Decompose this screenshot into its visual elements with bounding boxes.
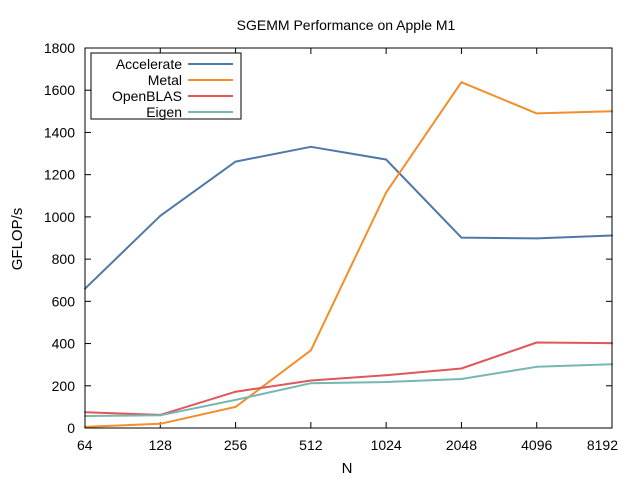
- legend-label-eigen: Eigen: [146, 104, 182, 120]
- legend-label-openblas: OpenBLAS: [112, 88, 182, 104]
- legend-label-accelerate: Accelerate: [116, 56, 182, 72]
- x-tick-label: 64: [77, 437, 93, 453]
- data-point-accelerate: [385, 158, 388, 161]
- data-point-accelerate: [234, 160, 237, 163]
- y-tick-label: 600: [52, 293, 76, 309]
- plot-frame: [84, 47, 613, 429]
- chart-title: SGEMM Performance on Apple M1: [237, 17, 456, 33]
- data-point-accelerate: [309, 145, 312, 148]
- data-point-metal: [385, 191, 388, 194]
- data-point-eigen: [309, 382, 312, 385]
- data-point-metal: [309, 349, 312, 352]
- data-point-eigen: [535, 365, 538, 368]
- data-point-eigen: [385, 380, 388, 383]
- y-tick-label: 1200: [44, 167, 75, 183]
- x-tick-label: 8192: [587, 437, 618, 453]
- data-point-eigen: [234, 398, 237, 401]
- y-tick-label: 400: [52, 336, 76, 352]
- data-point-metal: [535, 112, 538, 115]
- data-point-accelerate: [159, 214, 162, 217]
- plot-lines: [84, 81, 613, 428]
- y-tick-label: 1800: [44, 40, 75, 56]
- series-line-eigen: [84, 363, 613, 417]
- data-point-openblas: [535, 341, 538, 344]
- x-tick-label: 2048: [446, 437, 477, 453]
- data-point-openblas: [385, 374, 388, 377]
- data-point-eigen: [460, 378, 463, 381]
- data-point-openblas: [460, 367, 463, 370]
- series-line-metal: [84, 81, 613, 428]
- data-point-accelerate: [460, 236, 463, 239]
- data-point-openblas: [234, 390, 237, 393]
- y-tick-label: 1400: [44, 124, 75, 140]
- y-axis-label: GFLOP/s: [9, 208, 26, 271]
- data-point-metal: [460, 81, 463, 84]
- data-point-metal: [234, 405, 237, 408]
- legend-label-metal: Metal: [148, 72, 182, 88]
- y-tick-label: 800: [52, 251, 76, 267]
- x-tick-label: 512: [299, 437, 323, 453]
- data-point-accelerate: [535, 237, 538, 240]
- data-point-metal: [159, 422, 162, 425]
- axis-ticks: 0 200 400 600 800 1000 1200 1400 1600 1800 64 128 25…: [44, 40, 618, 453]
- x-tick-label: 4096: [521, 437, 552, 453]
- y-tick-label: 0: [67, 420, 75, 436]
- data-point-eigen: [159, 414, 162, 417]
- x-tick-label: 256: [224, 437, 248, 453]
- data-point-openblas: [309, 379, 312, 382]
- y-tick-label: 200: [52, 378, 76, 394]
- series-line-accelerate: [84, 145, 613, 290]
- x-tick-label: 128: [149, 437, 173, 453]
- y-tick-label: 1600: [44, 82, 75, 98]
- y-tick-label: 1000: [44, 209, 75, 225]
- x-axis-label: N: [342, 460, 353, 477]
- x-tick-label: 1024: [371, 437, 402, 453]
- series-line-openblas: [84, 341, 613, 416]
